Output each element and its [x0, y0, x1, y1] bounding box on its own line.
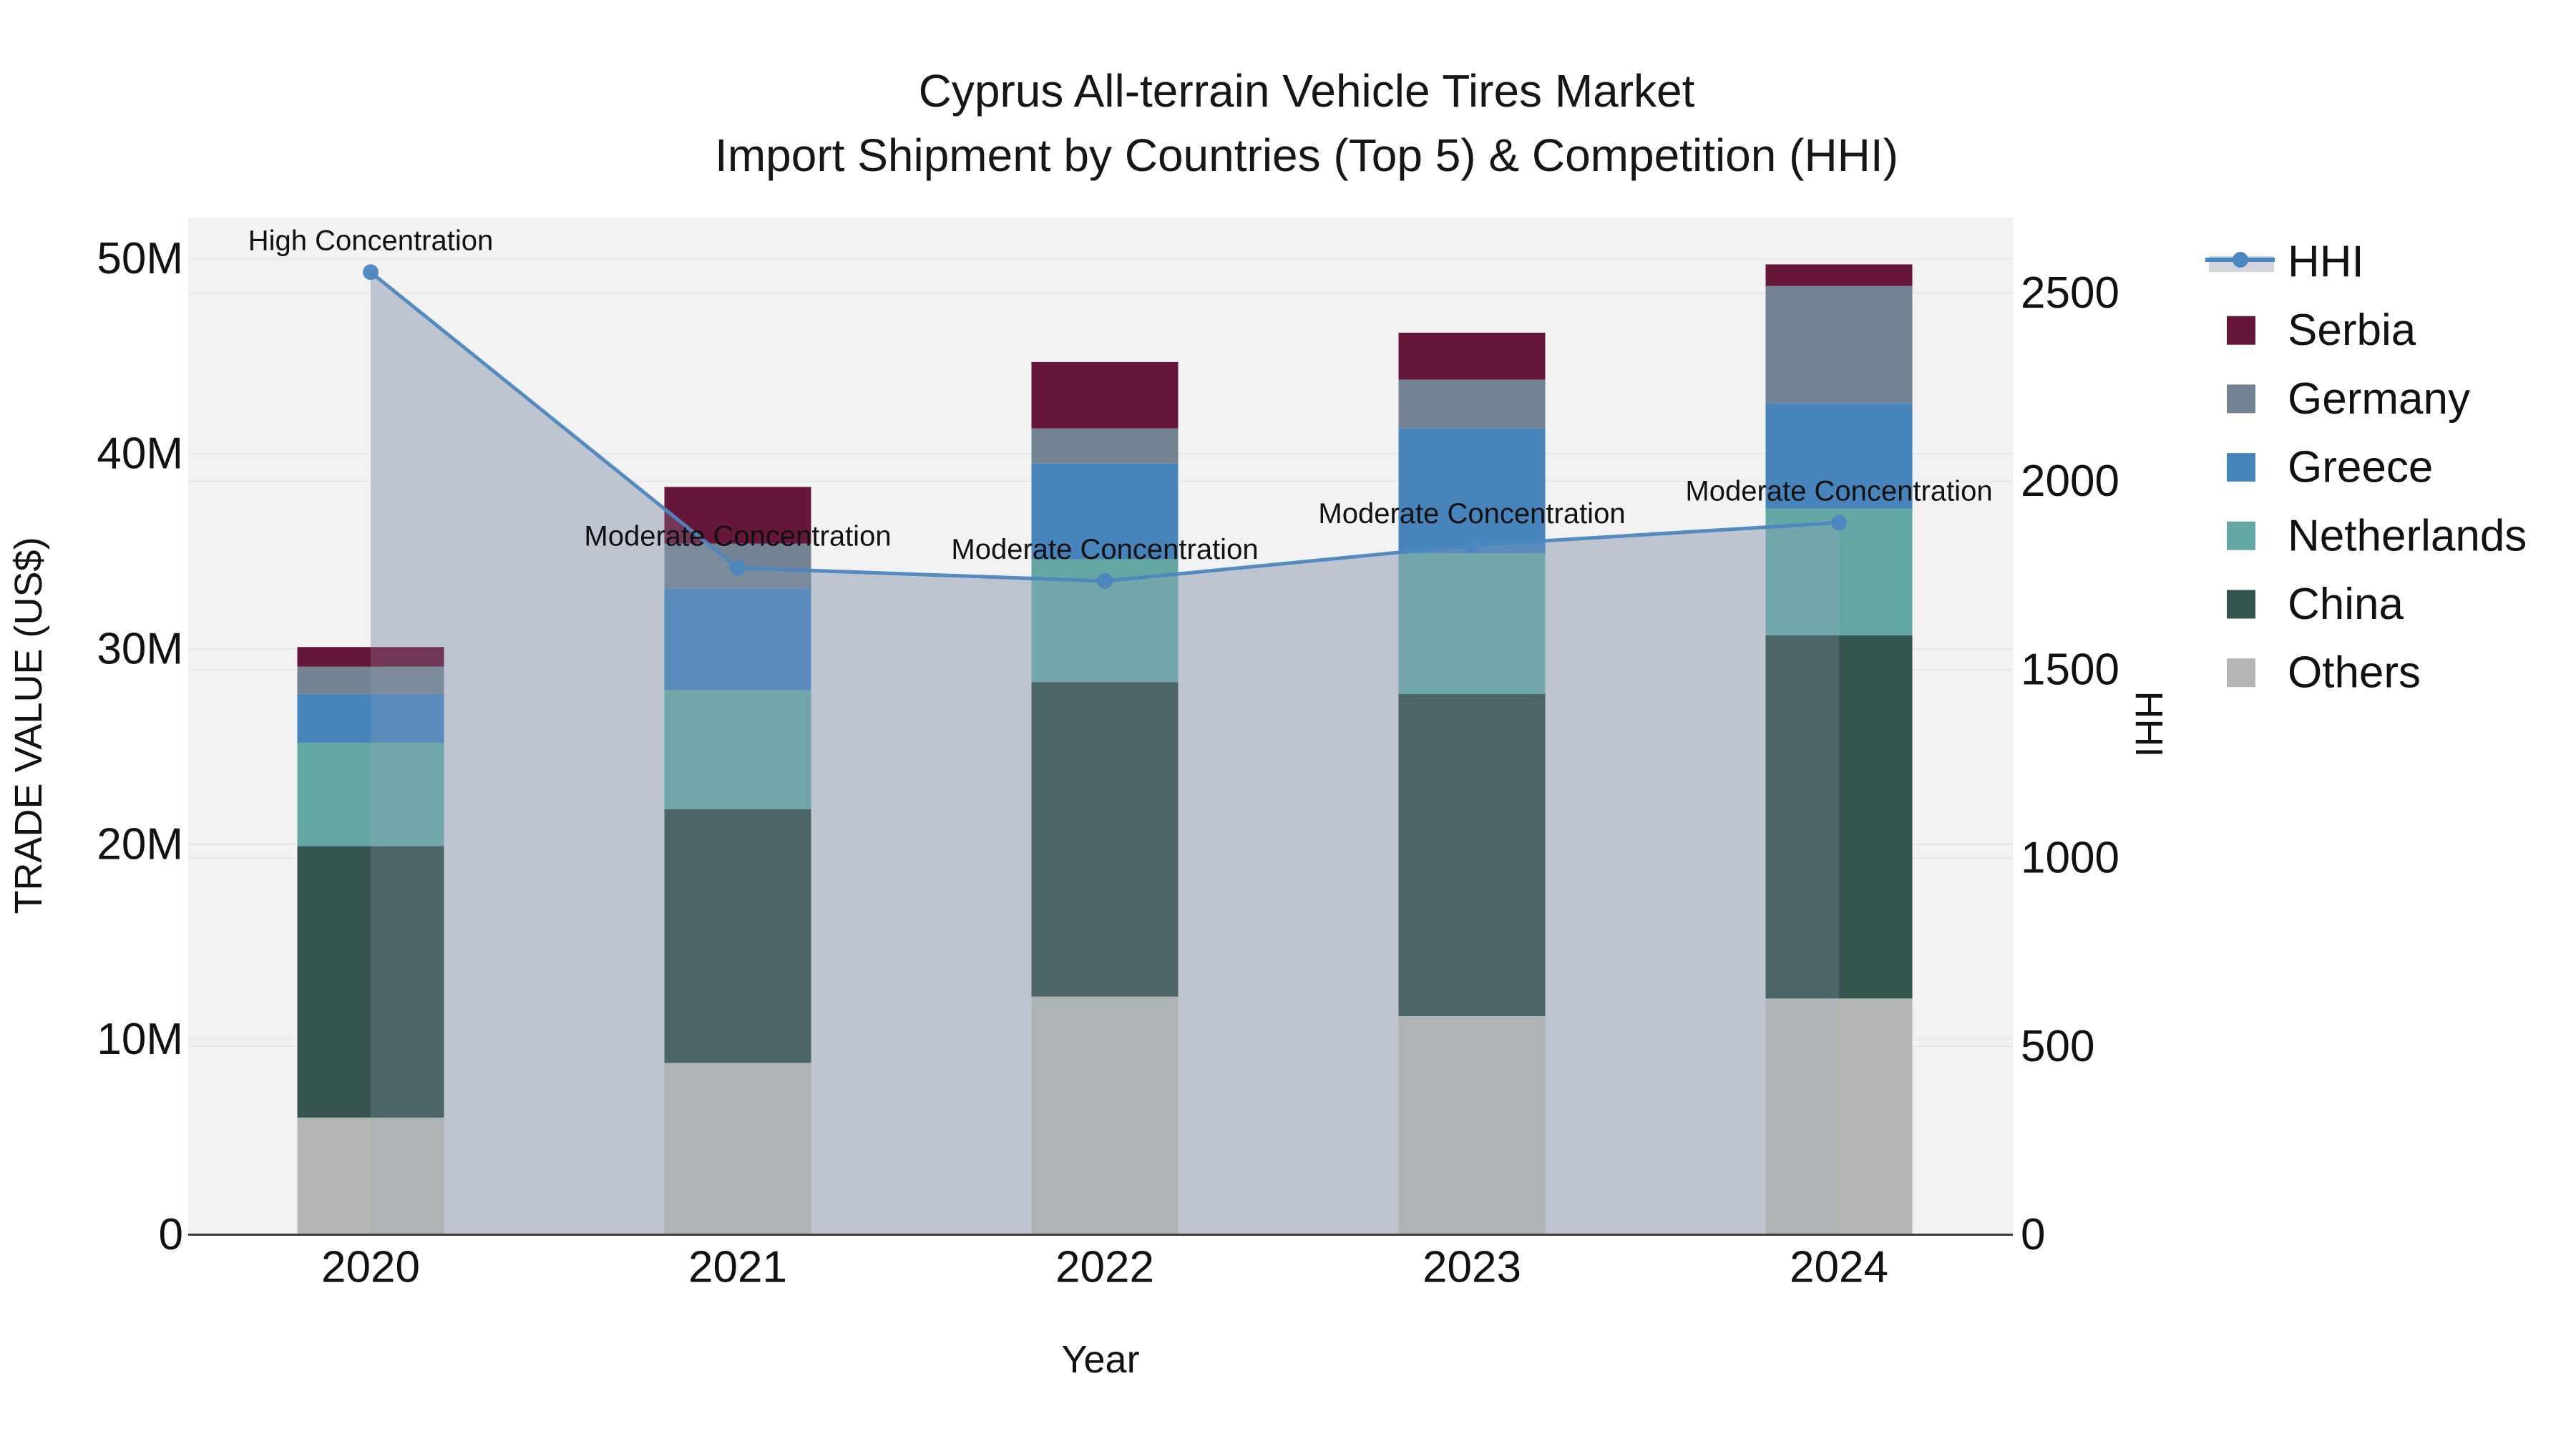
tick-left-50M: 50M	[97, 234, 183, 283]
legend-item-hhi[interactable]: HHI	[2205, 238, 2364, 287]
hhi-area-overlay	[371, 272, 1839, 1235]
hhi-marker-2020[interactable]	[363, 264, 379, 280]
annotation-2021: Moderate Concentration	[584, 521, 891, 552]
bar-segment-china-2020[interactable]	[297, 846, 444, 1118]
legend-label-greece: Greece	[2288, 443, 2433, 492]
tick-x-2024: 2024	[1790, 1243, 1888, 1292]
x-axis-title: Year	[1061, 1338, 1139, 1381]
legend-item-germany[interactable]: Germany	[2227, 374, 2470, 424]
chart-title: Cyprus All-terrain Vehicle Tires Market	[918, 65, 1695, 117]
legend-swatch-greece	[2227, 453, 2255, 482]
tick-left-0: 0	[159, 1210, 183, 1259]
legend-swatch-germany	[2227, 384, 2255, 414]
legend-hhi-marker-icon	[2233, 252, 2248, 268]
bar-segment-china-2022[interactable]	[1031, 682, 1179, 997]
legend-swatch-others	[2227, 658, 2255, 688]
legend-item-netherlands[interactable]: Netherlands	[2227, 511, 2527, 560]
bar-segment-others-2023[interactable]	[1398, 1015, 1546, 1235]
tick-right-1000: 1000	[2021, 834, 2119, 883]
annotation-2023: Moderate Concentration	[1318, 498, 1625, 530]
legend-label-germany: Germany	[2288, 374, 2470, 424]
tick-left-40M: 40M	[97, 429, 183, 479]
tick-right-1500: 1500	[2021, 645, 2119, 694]
legend-label-serbia: Serbia	[2288, 306, 2416, 355]
legend-label-hhi: HHI	[2288, 238, 2364, 287]
tick-x-2020: 2020	[321, 1243, 420, 1292]
bar-segment-germany-2023[interactable]	[1398, 379, 1546, 429]
tick-x-2022: 2022	[1055, 1243, 1154, 1292]
bar-segment-others-2021[interactable]	[664, 1063, 811, 1235]
annotation-2022: Moderate Concentration	[951, 534, 1258, 565]
tick-x-2021: 2021	[688, 1243, 787, 1292]
y-axis-title-left: TRADE VALUE (US$)	[7, 537, 50, 914]
bar-segment-serbia-2023[interactable]	[1398, 332, 1546, 380]
tick-left-30M: 30M	[97, 624, 183, 673]
tick-left-10M: 10M	[97, 1015, 183, 1064]
bar-segment-china-2024[interactable]	[1765, 635, 1913, 999]
legend-label-netherlands: Netherlands	[2288, 511, 2527, 560]
bar-segment-china-2023[interactable]	[1398, 693, 1546, 1016]
tick-x-2023: 2023	[1423, 1243, 1521, 1292]
hhi-marker-2024[interactable]	[1831, 514, 1847, 531]
bar-segment-greece-2022[interactable]	[1031, 463, 1179, 560]
bar-segment-germany-2020[interactable]	[297, 666, 444, 694]
tick-left-20M: 20M	[97, 819, 183, 869]
bar-segment-greece-2023[interactable]	[1398, 428, 1546, 554]
bar-segment-germany-2022[interactable]	[1031, 428, 1179, 464]
bar-segment-serbia-2021[interactable]	[664, 487, 811, 544]
bar-segment-others-2022[interactable]	[1031, 996, 1179, 1235]
tick-right-2000: 2000	[2021, 457, 2119, 506]
bar-segment-greece-2024[interactable]	[1765, 403, 1913, 509]
chart-subtitle: Import Shipment by Countries (Top 5) & C…	[715, 130, 1898, 181]
annotation-2024: Moderate Concentration	[1685, 475, 1992, 507]
annotation-2020: High Concentration	[248, 225, 493, 256]
bar-segment-netherlands-2020[interactable]	[297, 742, 444, 847]
legend-label-others: Others	[2288, 648, 2421, 698]
legend-label-china: China	[2288, 580, 2404, 629]
bar-segment-netherlands-2023[interactable]	[1398, 553, 1546, 694]
bar-segment-serbia-2022[interactable]	[1031, 361, 1179, 429]
hhi-marker-2021[interactable]	[730, 560, 746, 576]
legend-swatch-serbia	[2227, 316, 2255, 345]
y-axis-title-right: HHI	[2127, 691, 2170, 758]
legend-swatch-china	[2227, 590, 2255, 619]
legend-swatch-netherlands	[2227, 521, 2255, 550]
bar-segment-others-2024[interactable]	[1765, 998, 1913, 1235]
tick-right-0: 0	[2021, 1210, 2045, 1259]
bar-segment-netherlands-2021[interactable]	[664, 690, 811, 809]
hhi-marker-2022[interactable]	[1097, 573, 1113, 590]
bar-segment-germany-2024[interactable]	[1765, 286, 1913, 404]
legend-item-others[interactable]: Others	[2227, 648, 2421, 698]
legend-item-greece[interactable]: Greece	[2227, 443, 2433, 492]
bar-segment-serbia-2020[interactable]	[297, 647, 444, 667]
hhi-marker-2023[interactable]	[1464, 537, 1480, 554]
tick-right-500: 500	[2021, 1022, 2094, 1071]
bar-segment-serbia-2024[interactable]	[1765, 264, 1913, 286]
tick-right-2500: 2500	[2021, 268, 2119, 318]
bar-segment-greece-2020[interactable]	[297, 693, 444, 743]
legend-item-china[interactable]: China	[2227, 580, 2404, 629]
bar-segment-greece-2021[interactable]	[664, 588, 811, 691]
legend-item-serbia[interactable]: Serbia	[2227, 306, 2416, 355]
bar-segment-china-2021[interactable]	[664, 809, 811, 1063]
bar-segment-others-2020[interactable]	[297, 1117, 444, 1235]
